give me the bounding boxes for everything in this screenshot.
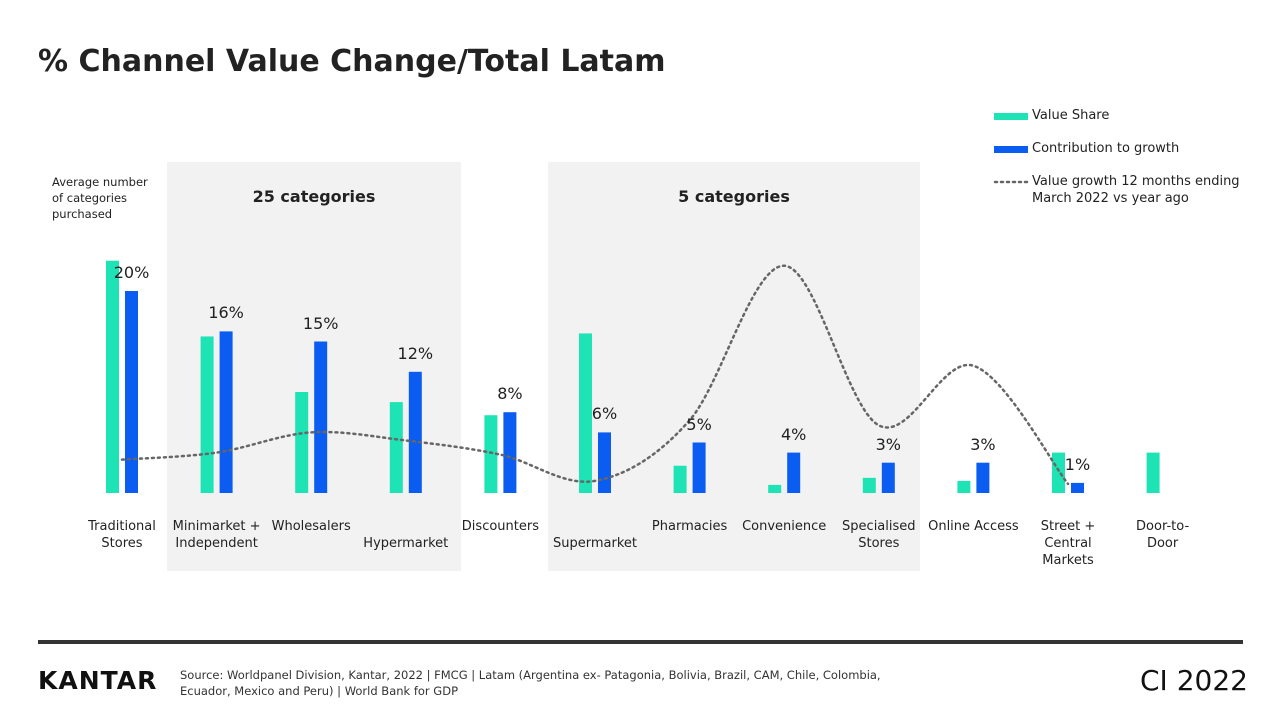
x-tick-label: Discounters (461, 519, 539, 534)
bar (1052, 452, 1065, 493)
bar (579, 333, 592, 493)
value-label: 4% (780, 424, 807, 444)
bar (106, 260, 119, 493)
group-band (167, 162, 461, 571)
bar (484, 415, 498, 493)
bar (389, 402, 403, 493)
x-tick-label: Wholesalers (271, 519, 351, 534)
value-label: 1% (1064, 454, 1091, 474)
value-label: 20% (113, 263, 150, 282)
logo: KANTAR (38, 666, 158, 695)
footer-rule (38, 640, 1243, 644)
bar (125, 291, 138, 493)
bar (976, 462, 990, 493)
legend-label: Value growth 12 months ending March 2022… (1032, 174, 1240, 206)
line (120, 264, 1070, 486)
bar (219, 331, 233, 493)
bar (768, 484, 782, 493)
bar (692, 442, 706, 493)
x-tick-label: Hypermarket (363, 536, 449, 551)
bar (408, 371, 422, 493)
source: Source: Worldpanel Division, Kantar, 202… (180, 668, 881, 698)
bar (1146, 452, 1160, 493)
note: Average number of categories purchased (52, 175, 148, 221)
annotation: 5 categories (678, 187, 790, 206)
value-label: 8% (497, 384, 523, 404)
x-tick-label: Online Access (928, 519, 1019, 534)
x-tick-label: Pharmacies (651, 519, 728, 534)
legend-label: Value Share (1032, 108, 1110, 123)
bar (598, 432, 611, 493)
group-band (548, 162, 920, 571)
bar (200, 336, 214, 493)
x-tick-label: Door-to- Door (1136, 519, 1190, 551)
legend-swatch (994, 113, 1028, 120)
bar (957, 480, 971, 493)
bar (673, 465, 687, 493)
bar (295, 392, 309, 493)
value-label: 6% (591, 404, 618, 424)
value-label: 3% (875, 434, 901, 454)
x-tick-label: Specialised Stores (842, 519, 916, 551)
bar (503, 412, 517, 493)
x-tick-label: Convenience (742, 519, 827, 534)
legend-swatch (994, 146, 1028, 153)
annotation: 25 categories (252, 187, 376, 206)
value-label: 16% (208, 303, 244, 323)
value-label: 5% (686, 414, 712, 434)
brand: CI 2022 (1140, 664, 1248, 697)
chart-title: % Channel Value Change/Total Latam (38, 44, 666, 79)
legend-label: Contribution to growth (1032, 141, 1180, 156)
x-tick-label: Supermarket (553, 536, 637, 551)
x-tick-label: Minimarket + Independent (172, 519, 261, 551)
x-tick-label: Street + Central Markets (1040, 519, 1096, 568)
value-label: 15% (302, 313, 339, 333)
bar (787, 452, 801, 493)
value-label: 12% (397, 343, 434, 363)
bar (862, 477, 876, 493)
value-label: 3% (970, 434, 996, 454)
bar (881, 462, 895, 493)
bar (1071, 482, 1084, 493)
bar (314, 341, 328, 493)
x-tick-label: Traditional Stores (88, 519, 156, 551)
